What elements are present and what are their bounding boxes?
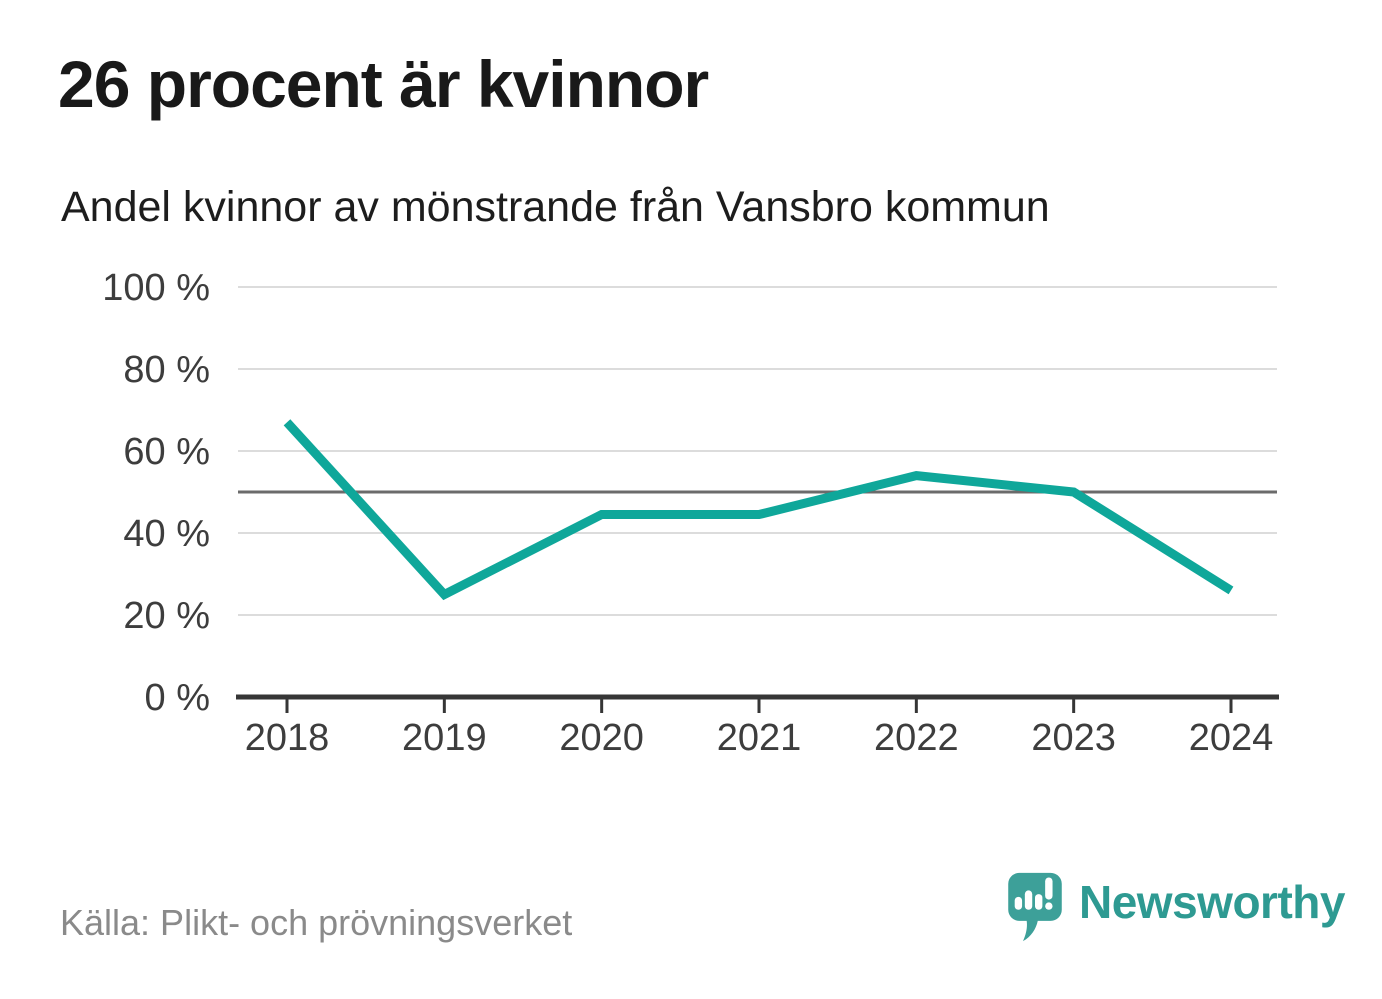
newsworthy-logo-icon xyxy=(1008,872,1062,942)
y-axis-label: 60 % xyxy=(123,431,210,473)
x-axis-label: 2018 xyxy=(245,717,330,759)
newsworthy-logo: Newsworthy xyxy=(1006,871,1345,943)
y-axis-label: 40 % xyxy=(123,513,210,555)
line-chart: 0 % 20 % 40 % 60 % 80 % 100 % 2018 2019 2020 2021… xyxy=(102,267,1279,759)
x-axis-label: 2024 xyxy=(1189,717,1274,759)
source-note: Källa: Plikt- och prövningsverket xyxy=(60,902,573,943)
x-axis-label: 2021 xyxy=(717,717,802,759)
chart-subtitle: Andel kvinnor av mönstrande från Vansbro… xyxy=(61,183,1050,231)
y-axis-label: 100 % xyxy=(102,267,210,309)
data-line-series xyxy=(283,419,1234,601)
y-axis-label: 80 % xyxy=(123,349,210,391)
x-axis-label: 2020 xyxy=(559,717,644,759)
x-axis-label: 2019 xyxy=(402,717,487,759)
y-axis-label: 20 % xyxy=(123,595,210,637)
chart-title: 26 procent är kvinnor xyxy=(58,47,709,121)
logo-exclamation xyxy=(1045,877,1053,910)
x-axis-label: 2022 xyxy=(874,717,959,759)
x-axis-label: 2023 xyxy=(1031,717,1116,759)
y-axis-label: 0 % xyxy=(145,677,210,719)
newsworthy-logo-text: Newsworthy xyxy=(1079,876,1345,928)
logo-bar-chart xyxy=(1014,890,1043,910)
